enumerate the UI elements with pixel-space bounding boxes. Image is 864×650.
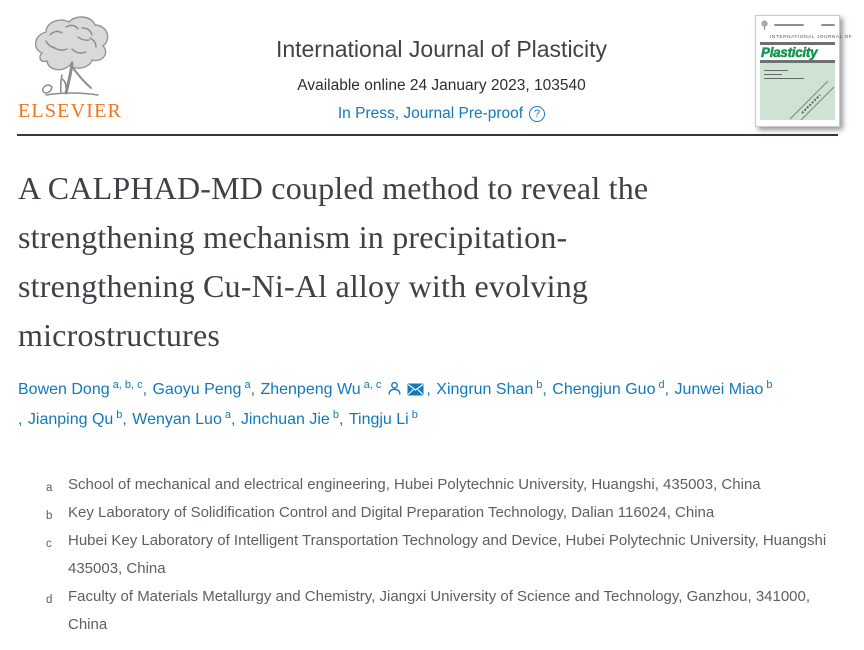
journal-banner: ELSEVIER International Journal of Plasti… — [0, 0, 864, 134]
in-press-label: In Press, Journal Pre-proof — [337, 105, 524, 122]
author-affiliation-sup: b — [536, 378, 543, 391]
affiliation-list: a School of mechanical and electrical eng… — [46, 471, 840, 639]
elsevier-wordmark: ELSEVIER — [18, 100, 123, 122]
journal-title-link[interactable]: International Journal of Plasticity — [275, 36, 608, 62]
author-link[interactable]: Jinchuan Jie — [240, 411, 330, 428]
article-title-line: A CALPHAD-MD coupled method to reveal th… — [18, 170, 649, 206]
cover-band-bottom — [760, 60, 835, 63]
cover-editor-text-bar — [764, 74, 782, 76]
cover-journal-wordmark: Plasticity — [761, 45, 818, 60]
author-separator: , — [18, 411, 27, 428]
affiliation-text: Key Laboratory of Solidification Control… — [68, 504, 715, 521]
affiliation-text: Faculty of Materials Metallurgy and Chem… — [68, 588, 811, 633]
cover-editor-text-bar — [764, 70, 788, 72]
author-row: , Jianping Qu b, Wenyan Luo a, Jinchuan Ji… — [18, 405, 844, 435]
author-separator: , — [338, 411, 348, 428]
envelope-icon[interactable] — [407, 383, 424, 396]
article-title-line: microstructures — [18, 317, 221, 353]
author-link[interactable]: Chengjun Guo — [552, 381, 656, 398]
author-separator: , — [664, 381, 674, 398]
author-affiliation-sup: b — [411, 408, 418, 421]
author-separator: , — [122, 411, 132, 428]
author-affiliation-sup: a, b, c — [112, 378, 143, 391]
affiliation-text: School of mechanical and electrical engi… — [68, 476, 761, 493]
in-press-link[interactable]: In Press, Journal Pre-proof ? — [128, 105, 755, 123]
author-affiliation-sup: b — [766, 378, 773, 391]
affiliation-item: a School of mechanical and electrical eng… — [46, 471, 840, 499]
author-affiliation-sup: d — [658, 378, 665, 391]
author-affiliation-sup: b — [116, 408, 123, 421]
author-affiliation-sup: b — [332, 408, 339, 421]
cover-green-panel — [760, 63, 835, 120]
author-separator: , — [230, 411, 240, 428]
available-online-text: Available online 24 January 2023, 103540 — [297, 77, 586, 94]
author-link[interactable]: Zhenpeng Wu — [260, 381, 361, 398]
author-affiliation-sup: a, c — [363, 378, 382, 391]
author-link[interactable]: Gaoyu Peng — [152, 381, 242, 398]
author-separator: , — [426, 381, 436, 398]
author-profile-icon[interactable] — [387, 381, 402, 396]
cover-volume-text-bar — [774, 24, 804, 26]
cover-band-top — [760, 42, 835, 45]
article-title-line: strengthening Cu-Ni-Al alloy with evolvi… — [18, 268, 589, 304]
author-separator: , — [142, 381, 152, 398]
cover-kicker-text: INTERNATIONAL JOURNAL OF — [770, 34, 853, 40]
affiliation-label: a — [46, 482, 53, 494]
cover-tree-icon — [761, 20, 768, 30]
affiliation-label: d — [46, 594, 53, 606]
affiliation-item: b Key Laboratory of Solidification Contro… — [46, 499, 840, 527]
author-separator: , — [250, 381, 260, 398]
elsevier-tree-icon — [35, 16, 109, 96]
author-link[interactable]: Bowen Dong — [18, 381, 110, 398]
author-link[interactable]: Wenyan Luo — [132, 411, 222, 428]
article-title: A CALPHAD-MD coupled method to reveal th… — [18, 164, 844, 360]
affiliation-text: Hubei Key Laboratory of Intelligent Tran… — [68, 532, 827, 577]
author-link[interactable]: Junwei Miao — [674, 381, 764, 398]
cover-editor-text-bar — [764, 78, 804, 80]
author-link[interactable]: Tingju Li — [348, 411, 409, 428]
cover-masthead — [760, 20, 835, 31]
cover-issn-text-bar — [821, 24, 835, 26]
author-separator: , — [542, 381, 552, 398]
author-link[interactable]: Xingrun Shan — [436, 381, 534, 398]
author-affiliation-sup: a — [244, 378, 251, 391]
author-affiliation-sup: a — [224, 408, 231, 421]
affiliation-label: b — [46, 510, 53, 522]
author-row: Bowen Dong a, b, c, Gaoyu Peng a, Zhenpeng… — [18, 375, 844, 405]
affiliation-item: c Hubei Key Laboratory of Intelligent Tra… — [46, 527, 840, 583]
header-divider — [17, 134, 838, 136]
elsevier-logo: ELSEVIER — [18, 13, 128, 123]
journal-cover-thumbnail[interactable]: INTERNATIONAL JOURNAL OF Plasticity — [755, 15, 853, 127]
author-link[interactable]: Jianping Qu — [27, 411, 114, 428]
affiliation-label: c — [46, 538, 52, 550]
help-question-icon[interactable]: ? — [529, 106, 546, 122]
affiliation-item: d Faculty of Materials Metallurgy and Che… — [46, 583, 840, 639]
author-list: Bowen Dong a, b, c, Gaoyu Peng a, Zhenpeng… — [18, 375, 844, 435]
journal-header-info: International Journal of Plasticity Avai… — [128, 13, 755, 123]
article-title-line: strengthening mechanism in precipitation… — [18, 219, 568, 255]
cover-diagonal-lines — [789, 80, 835, 120]
